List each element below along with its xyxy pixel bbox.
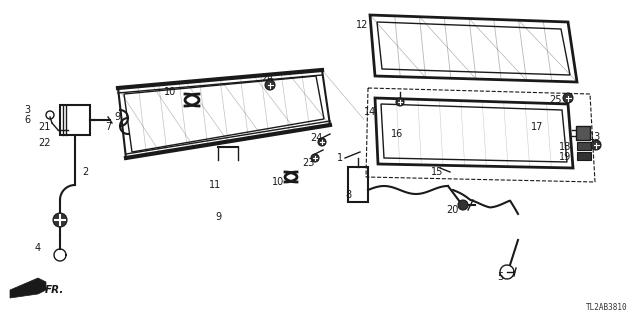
Text: 10: 10 <box>164 87 176 97</box>
Text: 3: 3 <box>24 105 30 115</box>
Text: TL2AB3810: TL2AB3810 <box>586 303 628 312</box>
Circle shape <box>396 98 404 106</box>
Bar <box>348 167 368 202</box>
Text: 14: 14 <box>364 107 376 117</box>
Text: 1: 1 <box>337 153 343 163</box>
Text: 10: 10 <box>272 177 284 187</box>
Text: 2: 2 <box>82 167 88 177</box>
Text: 6: 6 <box>24 115 30 125</box>
Text: 15: 15 <box>431 167 443 177</box>
Text: 21: 21 <box>38 122 50 132</box>
Circle shape <box>591 140 601 150</box>
Text: 17: 17 <box>531 122 543 132</box>
Text: 19: 19 <box>559 152 571 162</box>
Circle shape <box>311 154 319 162</box>
Bar <box>576 126 590 140</box>
Text: 9: 9 <box>114 112 120 122</box>
Text: 24: 24 <box>310 133 322 143</box>
Text: 8: 8 <box>345 190 351 200</box>
Bar <box>60 105 90 135</box>
Text: FR.: FR. <box>45 285 65 295</box>
Polygon shape <box>10 278 46 298</box>
Text: 12: 12 <box>356 20 368 30</box>
Text: 22: 22 <box>38 138 51 148</box>
Text: 24: 24 <box>261 73 273 83</box>
Text: 7: 7 <box>105 122 111 132</box>
Circle shape <box>458 200 468 210</box>
Circle shape <box>265 80 275 90</box>
Text: 23: 23 <box>302 158 314 168</box>
Text: 4: 4 <box>35 243 41 253</box>
Text: 11: 11 <box>209 180 221 190</box>
Bar <box>577 152 591 160</box>
Bar <box>577 142 591 150</box>
Circle shape <box>563 93 573 103</box>
Text: 5: 5 <box>497 272 503 282</box>
Circle shape <box>53 213 67 227</box>
Text: 9: 9 <box>215 212 221 222</box>
Text: 13: 13 <box>589 132 601 142</box>
Text: 16: 16 <box>391 129 403 139</box>
Text: 18: 18 <box>559 142 571 152</box>
Text: 25: 25 <box>550 95 563 105</box>
Circle shape <box>318 138 326 146</box>
Text: 20: 20 <box>446 205 458 215</box>
